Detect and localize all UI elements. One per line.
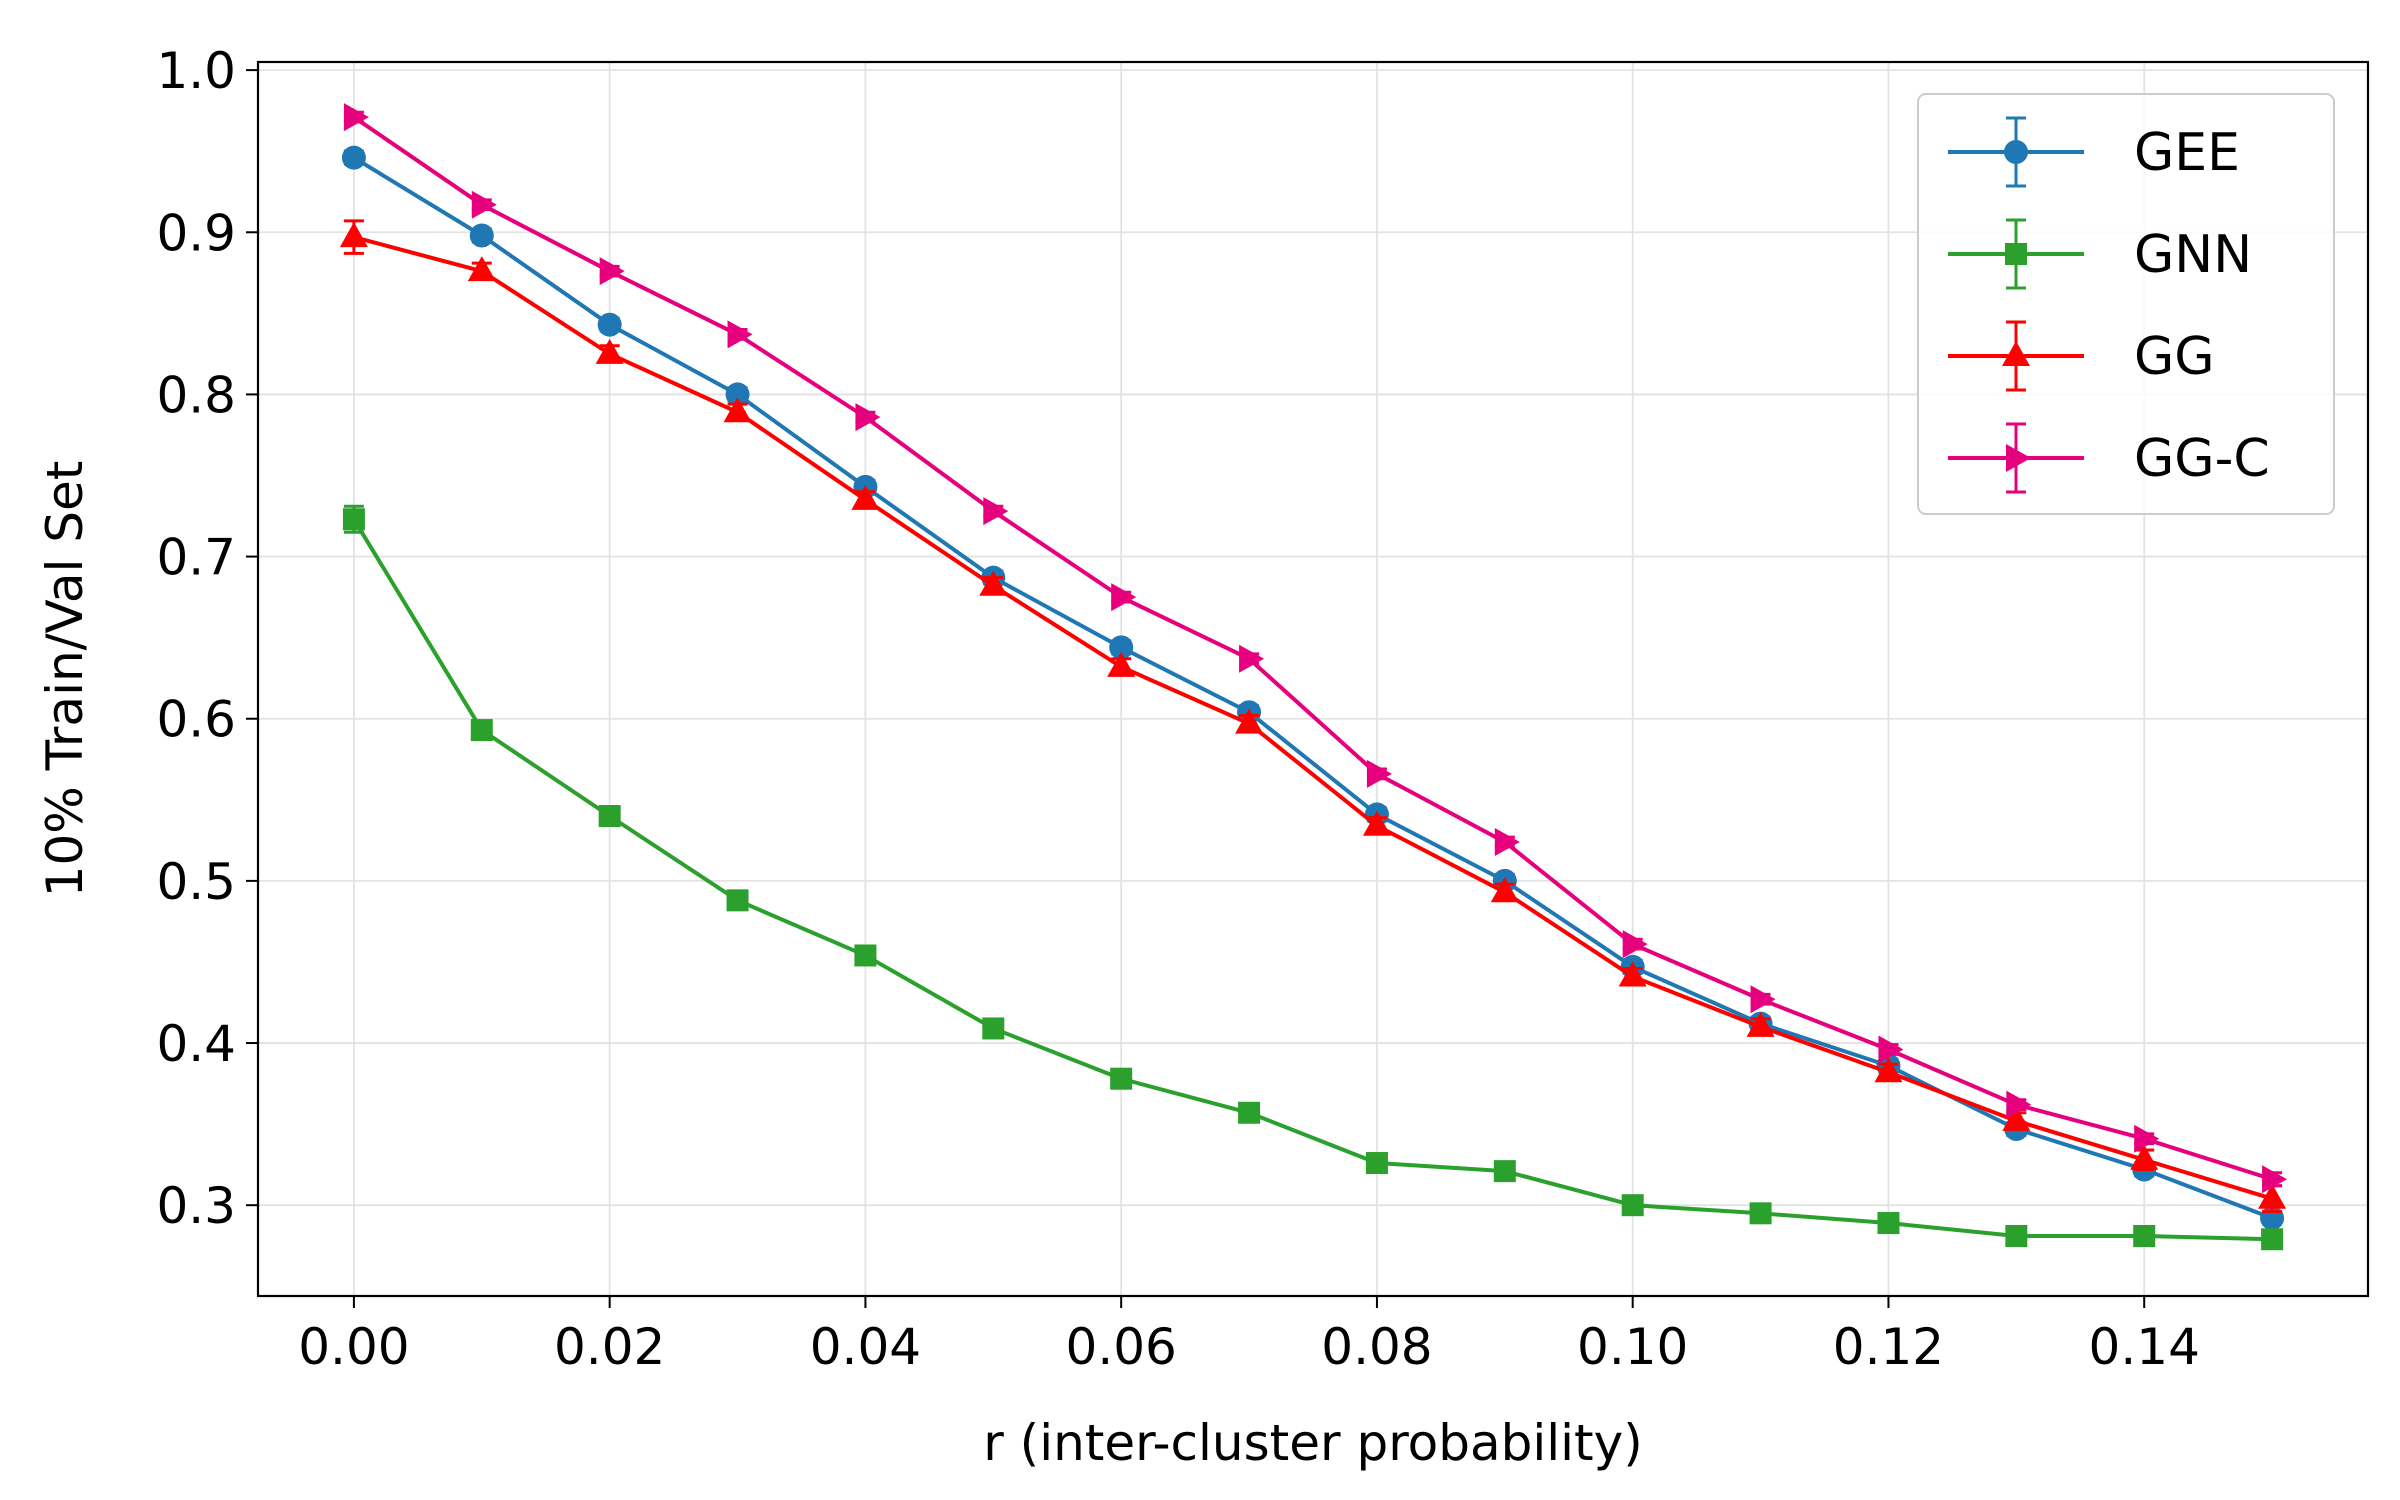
- data-point-gnn: [2005, 1225, 2028, 1248]
- x-tick-label: 0.08: [1321, 1318, 1432, 1376]
- data-point-gg-c: [599, 257, 625, 286]
- x-axis-label: r (inter-cluster probability): [983, 1414, 1643, 1472]
- data-point-gnn: [470, 719, 493, 742]
- x-tick-label: 0.04: [810, 1318, 921, 1376]
- data-point-gg-c: [343, 103, 369, 132]
- plot-frame: [256, 60, 2370, 1298]
- data-point-gee: [341, 145, 366, 170]
- data-point-gg: [1746, 1011, 1775, 1037]
- series-gnn: [342, 504, 2284, 1251]
- data-point-gg-c: [1878, 1035, 1904, 1064]
- data-point-gnn: [2261, 1228, 2284, 1251]
- y-tick-label: 0.4: [156, 1015, 236, 1073]
- data-point-gg: [1618, 961, 1647, 987]
- y-tick-label: 0.7: [156, 529, 236, 587]
- y-axis-label: 10% Train/Val Set: [36, 461, 94, 898]
- series-gg-c: [343, 103, 2288, 1194]
- legend-item-gg-c: GG-C: [1948, 422, 2270, 494]
- series-line-gg-c: [352, 115, 2273, 1182]
- data-point-gg: [2130, 1144, 2159, 1170]
- data-point-gnn: [1621, 1194, 1644, 1217]
- data-point-gg-c: [1239, 644, 1265, 673]
- legend: GEE GNN GG GG-C: [1917, 93, 2335, 515]
- data-point-gg: [1362, 810, 1391, 836]
- data-point-gg: [1490, 877, 1519, 903]
- data-point-gg: [723, 397, 752, 423]
- data-point-gg: [595, 338, 624, 364]
- y-tick-label: 0.8: [156, 366, 236, 424]
- data-point-gnn: [1749, 1202, 1772, 1225]
- data-point-gg-c: [1366, 759, 1392, 788]
- data-point-gnn: [598, 805, 621, 828]
- data-point-gnn: [1365, 1152, 1388, 1175]
- legend-box: [1917, 93, 2335, 515]
- data-point-gg-c: [855, 403, 881, 432]
- data-point-gg: [1107, 651, 1136, 677]
- x-tick-label: 0.06: [1066, 1318, 1177, 1376]
- series-layer: [339, 103, 2288, 1251]
- data-point-gg-c: [1111, 583, 1137, 612]
- y-tick-label: 0.3: [156, 1177, 236, 1235]
- x-tick-label: 0.10: [1577, 1318, 1688, 1376]
- x-tick-label: 0.02: [554, 1318, 665, 1376]
- data-point-gg-c: [2134, 1124, 2160, 1153]
- series-line-gnn: [352, 518, 2273, 1242]
- series-line-gg: [353, 235, 2273, 1201]
- data-point-gg: [467, 256, 496, 282]
- y-tick-label: 0.9: [156, 204, 236, 262]
- data-point-gee: [1109, 635, 1134, 660]
- y-axis: 0.3 0.4 0.5 0.6 0.7 0.8 0.9 1.0: [156, 42, 258, 1235]
- data-point-gg: [1235, 708, 1264, 734]
- legend-label-gnn: GNN: [2134, 225, 2252, 285]
- data-point-gg-c: [983, 497, 1009, 526]
- data-point-gg: [2258, 1183, 2287, 1209]
- data-point-gnn: [854, 944, 877, 967]
- data-point-gee: [469, 223, 494, 248]
- data-point-gnn: [342, 508, 365, 531]
- legend-item-gnn: GNN: [1948, 218, 2252, 290]
- data-point-gg: [339, 222, 368, 248]
- data-point-gg-c: [2262, 1165, 2288, 1194]
- data-point-gnn: [2133, 1225, 2156, 1248]
- x-tick-label: 0.12: [1833, 1318, 1944, 1376]
- legend-marker-gg: [2002, 341, 2030, 366]
- x-axis: 0.00 0.02 0.04 0.06 0.08 0.10 0.12 0.14: [298, 1296, 2200, 1376]
- y-tick-label: 0.5: [156, 853, 236, 911]
- legend-marker-gnn: [2005, 243, 2027, 265]
- y-tick-label: 0.6: [156, 691, 236, 749]
- data-point-gg-c: [1750, 985, 1776, 1014]
- x-tick-label: 0.14: [2089, 1318, 2200, 1376]
- data-point-gnn: [982, 1017, 1005, 1040]
- data-point-gnn: [1493, 1160, 1516, 1183]
- data-point-gnn: [1238, 1101, 1261, 1124]
- data-point-gg-c: [1622, 930, 1648, 959]
- legend-marker-gee: [2004, 140, 2028, 164]
- legend-item-gg: GG: [1948, 320, 2215, 392]
- data-point-gg-c: [2006, 1090, 2032, 1119]
- data-point-gg-c: [1494, 827, 1520, 856]
- legend-label-gee: GEE: [2134, 123, 2240, 183]
- x-tick-label: 0.00: [298, 1318, 409, 1376]
- data-point-gg-c: [727, 320, 753, 349]
- data-point-gee: [725, 382, 750, 407]
- legend-item-gee: GEE: [1948, 116, 2240, 188]
- legend-label-gg-c: GG-C: [2134, 429, 2270, 489]
- data-point-gnn: [1110, 1067, 1133, 1090]
- data-point-gg: [2002, 1105, 2031, 1131]
- data-point-gee: [597, 312, 622, 337]
- legend-label-gg: GG: [2134, 327, 2215, 387]
- data-point-gg: [979, 570, 1008, 596]
- data-point-gg-c: [471, 190, 497, 219]
- legend-marker-gg-c: [2006, 444, 2031, 472]
- data-point-gg: [1874, 1057, 1903, 1083]
- data-point-gnn: [726, 889, 749, 912]
- data-point-gnn: [1877, 1212, 1900, 1235]
- data-point-gg: [851, 484, 880, 510]
- y-tick-label: 1.0: [156, 42, 236, 100]
